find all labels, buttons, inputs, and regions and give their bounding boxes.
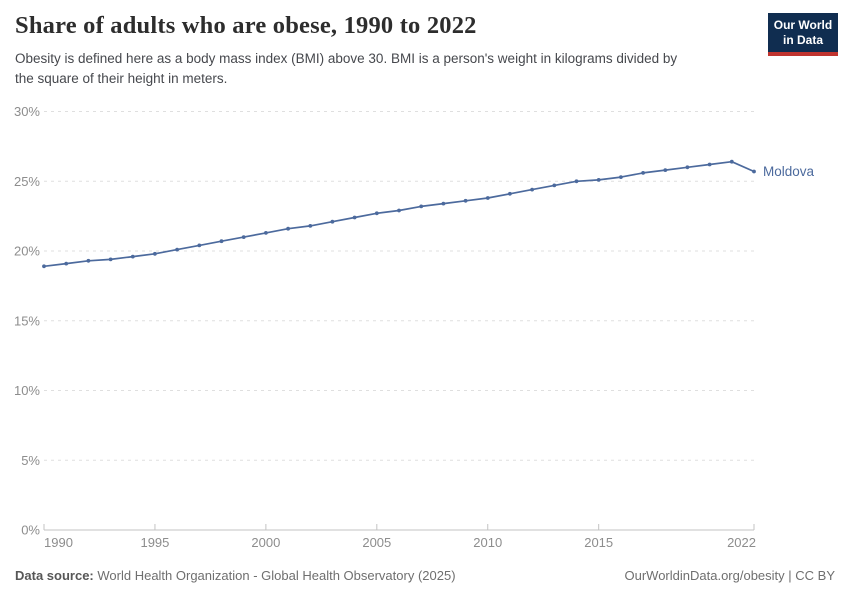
series-label-moldova[interactable]: Moldova — [763, 164, 815, 179]
data-point[interactable] — [752, 169, 756, 174]
data-point[interactable] — [596, 178, 601, 182]
data-point[interactable] — [663, 168, 668, 173]
x-tick-label: 2015 — [584, 535, 613, 550]
data-point[interactable] — [64, 261, 69, 266]
credit-link[interactable]: OurWorldinData.org/obesity | CC BY — [624, 568, 836, 583]
data-point[interactable] — [197, 243, 202, 248]
data-point[interactable] — [42, 264, 46, 269]
y-tick-label: 15% — [14, 313, 40, 328]
data-point[interactable] — [619, 175, 623, 180]
data-point[interactable] — [286, 226, 290, 231]
data-point[interactable] — [641, 171, 645, 175]
x-tick-label: 2010 — [473, 535, 502, 550]
y-tick-label: 10% — [14, 383, 40, 398]
data-point[interactable] — [707, 162, 712, 167]
y-tick-label: 25% — [14, 174, 40, 189]
x-tick-label: 1990 — [44, 535, 73, 550]
x-tick-label: 1995 — [140, 535, 169, 550]
data-point[interactable] — [463, 198, 468, 203]
data-point[interactable] — [352, 215, 357, 220]
x-tick-label: 2000 — [251, 535, 280, 550]
data-point[interactable] — [175, 247, 180, 252]
y-tick-label: 5% — [21, 453, 40, 468]
data-point[interactable] — [397, 208, 401, 213]
data-source-label: Data source: — [15, 568, 94, 583]
chart-footer: Data source: World Health Organization -… — [15, 568, 835, 583]
data-point[interactable] — [219, 239, 224, 244]
data-source: Data source: World Health Organization -… — [15, 568, 456, 583]
chart-subtitle-line1: Obesity is defined here as a body mass i… — [15, 51, 678, 66]
data-point[interactable] — [153, 251, 157, 256]
data-point[interactable] — [552, 183, 557, 188]
data-point[interactable] — [264, 231, 268, 235]
data-source-text: World Health Organization - Global Healt… — [97, 568, 456, 583]
data-point[interactable] — [508, 191, 512, 196]
chart-title: Share of adults who are obese, 1990 to 2… — [15, 12, 477, 39]
data-point[interactable] — [108, 257, 113, 262]
data-point[interactable] — [685, 165, 690, 170]
y-tick-label: 0% — [21, 523, 40, 538]
data-point[interactable] — [86, 258, 91, 263]
y-tick-label: 20% — [14, 244, 40, 259]
data-point[interactable] — [330, 219, 335, 224]
chart-subtitle-line2: the square of their height in meters. — [15, 70, 228, 86]
data-point[interactable] — [441, 201, 446, 206]
chart-header: Share of adults who are obese, 1990 to 2… — [15, 12, 750, 88]
owid-logo-line2: in Data — [782, 33, 823, 47]
chart-subtitle: Obesity is defined here as a body mass i… — [15, 49, 750, 88]
data-point[interactable] — [729, 159, 734, 164]
data-point[interactable] — [530, 187, 534, 192]
data-point[interactable] — [419, 204, 424, 209]
data-point[interactable] — [374, 211, 379, 216]
data-point[interactable] — [241, 235, 246, 240]
data-point[interactable] — [130, 254, 135, 259]
y-tick-label: 30% — [14, 104, 40, 119]
data-point[interactable] — [485, 196, 490, 200]
x-tick-label: 2005 — [362, 535, 391, 550]
owid-logo[interactable]: Our World in Data — [768, 13, 838, 56]
x-tick-label: 2022 — [727, 535, 756, 550]
data-point[interactable] — [574, 179, 579, 184]
data-point[interactable] — [308, 224, 313, 228]
owid-logo-line1: Our World — [773, 18, 833, 32]
